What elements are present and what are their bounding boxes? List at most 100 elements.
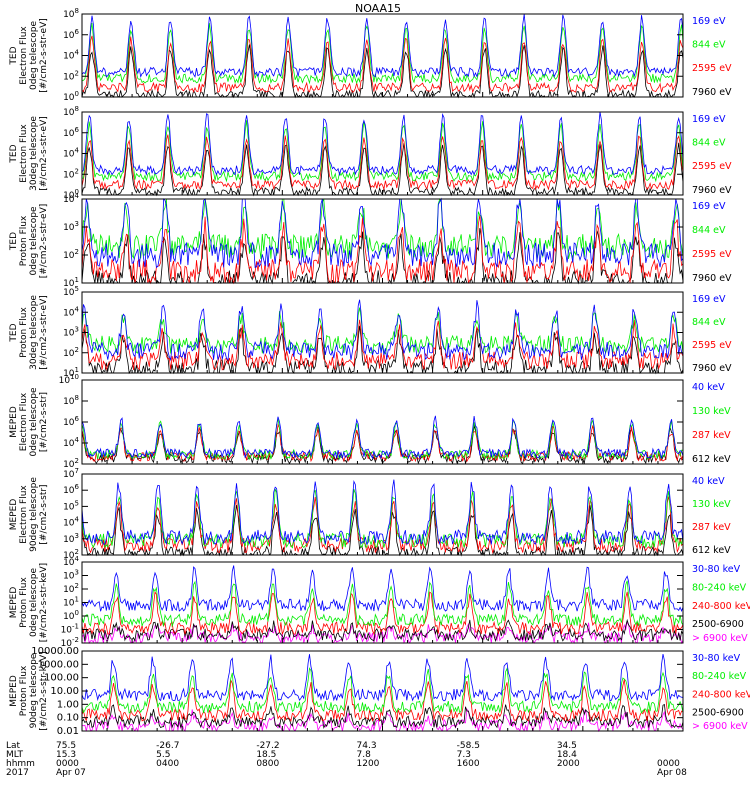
- legend-entry: 240-800 keV: [692, 689, 750, 700]
- y-axis-label: 0deg telescope: [29, 21, 39, 91]
- y-axis-label: MEPED: [9, 499, 19, 531]
- legend-entry: 240-800 keV: [692, 601, 750, 612]
- legend-entry: 2500-6900: [692, 707, 744, 718]
- x-tick-label: 74.3: [357, 741, 377, 751]
- y-axis-label: Electron Flux: [19, 485, 29, 544]
- y-tick-label: 104: [63, 49, 79, 62]
- series-line-3: [81, 580, 684, 628]
- y-tick-label: 100: [63, 90, 79, 103]
- y-tick-label: 0.01: [57, 726, 79, 737]
- legend-entry: > 6900 keV: [692, 721, 748, 732]
- y-axis-label: [#/cm2-s-str-keV]: [39, 651, 49, 730]
- legend-entry: 169 eV: [692, 294, 726, 305]
- legend-entry: 80-240 keV: [692, 671, 747, 682]
- series-line-1: [81, 703, 684, 730]
- y-tick-label: 104: [63, 305, 79, 318]
- series-line-4: [81, 565, 684, 613]
- y-tick-label: 104: [63, 147, 79, 160]
- y-axis-label: [#/cm2-s-str-eV]: [39, 295, 49, 370]
- y-tick-label: 103: [63, 532, 79, 545]
- y-axis-label: Proton Flux: [19, 577, 29, 628]
- y-tick-label: 103: [63, 326, 79, 339]
- y-axis-label: [#/cm2-s-str-eV]: [39, 204, 49, 279]
- legend-entry: 2500-6900: [692, 619, 744, 630]
- y-tick-label: 0.10: [57, 713, 79, 724]
- series-line-3: [81, 14, 684, 79]
- series-line-0: [81, 325, 684, 375]
- legend-entry: 30-80 keV: [692, 564, 741, 575]
- legend-entry: 844 eV: [692, 317, 726, 328]
- y-tick-label: 103: [63, 569, 79, 582]
- y-axis-label: Electron Flux: [19, 392, 29, 451]
- y-tick-label: 106: [63, 126, 79, 139]
- legend-entry: 612 keV: [692, 545, 731, 556]
- y-axis-label: MEPED: [9, 406, 19, 438]
- y-tick-label: 105: [63, 499, 79, 512]
- x-row-label-lat: Lat: [6, 741, 21, 751]
- x-tick-label: 34.5: [557, 741, 577, 751]
- y-tick-label: 100.00: [44, 673, 79, 684]
- legend-entry: 844 eV: [692, 40, 726, 51]
- y-axis-label: TED: [9, 144, 19, 163]
- series-line-2: [81, 23, 684, 85]
- y-axis-label: Proton Flux: [19, 215, 29, 266]
- y-tick-label: 106: [63, 28, 79, 41]
- x-tick-label: Apr 07: [56, 768, 86, 778]
- x-tick-label: -26.7: [156, 741, 179, 751]
- series-line-2: [81, 120, 684, 183]
- legend-entry: 844 eV: [692, 225, 726, 236]
- x-row-label-mlt: MLT: [6, 750, 24, 760]
- legend-entry: 40 keV: [692, 382, 725, 393]
- x-tick-label: -27.2: [256, 741, 279, 751]
- legend-entry: 169 eV: [692, 201, 726, 212]
- series-line-2: [81, 418, 684, 461]
- series-line-1: [81, 134, 684, 191]
- series-line-3: [81, 111, 684, 177]
- y-axis-label: [#/cm2-s-str-eV]: [39, 116, 49, 191]
- legend-entry: 130 keV: [692, 499, 731, 510]
- legend-entry: 30-80 keV: [692, 653, 741, 664]
- y-axis-label: Electron Flux: [19, 124, 29, 183]
- y-tick-label: 102: [63, 69, 79, 82]
- y-tick-label: 102: [63, 167, 79, 180]
- series-line-2: [81, 590, 684, 636]
- y-tick-label: 101: [63, 596, 79, 609]
- series-line-4: [81, 654, 684, 702]
- y-axis-label: 90deg telescope: [29, 477, 39, 552]
- series-line-2: [81, 307, 684, 355]
- y-axis-label: TED: [9, 323, 19, 342]
- series-line-0: [81, 142, 684, 197]
- x-tick-label: 0800: [256, 759, 279, 769]
- legend-entry: 2595 eV: [692, 161, 732, 172]
- x-tick-label: 5.5: [156, 750, 170, 760]
- legend-entry: 7960 eV: [692, 273, 732, 284]
- series-line-3: [81, 667, 684, 714]
- x-tick-label: 0000: [56, 759, 79, 769]
- y-tick-label: 102: [63, 248, 79, 261]
- legend-entry: 2595 eV: [692, 249, 732, 260]
- legend-entry: 2595 eV: [692, 63, 732, 74]
- x-tick-label: 0000: [657, 759, 680, 769]
- series-line-1: [81, 496, 684, 554]
- y-axis-label: MEPED: [9, 587, 19, 619]
- y-tick-label: 102: [63, 346, 79, 359]
- y-axis-label: Proton Flux: [19, 307, 29, 358]
- legend-entry: 612 keV: [692, 454, 731, 465]
- y-axis-label: Proton Flux: [19, 665, 29, 716]
- y-tick-label: 106: [63, 483, 79, 496]
- series-line-1: [81, 35, 684, 94]
- legend-entry: 80-240 keV: [692, 582, 747, 593]
- y-axis-label: 0deg telescope: [29, 568, 39, 638]
- series-line-3: [81, 299, 684, 362]
- x-row-label-hhmm: hhmm: [6, 759, 35, 769]
- y-axis-label: TED: [9, 46, 19, 65]
- x-tick-label: 7.8: [357, 750, 372, 760]
- legend-entry: 169 eV: [692, 114, 726, 125]
- y-axis-label: 0deg telescope: [29, 206, 39, 276]
- legend-entry: 7960 eV: [692, 87, 732, 98]
